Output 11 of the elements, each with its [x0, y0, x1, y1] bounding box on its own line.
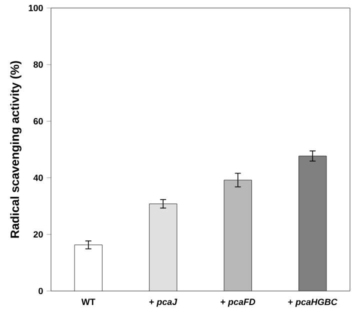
x-tick-label: WT: [81, 298, 96, 305]
x-tick-label: + pcaHGBC: [288, 298, 338, 307]
x-tick-label: + pcaJ: [149, 298, 178, 307]
y-tick-label: 20: [34, 231, 43, 238]
y-tick-label: 40: [33, 174, 43, 181]
y-axis-title: Radical scavenging activity (%): [10, 61, 22, 238]
y-tick-label: 60: [34, 118, 43, 124]
x-tick-label: + pcaFD: [220, 298, 256, 307]
y-tick-label: 80: [34, 61, 43, 68]
y-tick-label: 0: [38, 288, 43, 294]
y-tick-label: 100: [28, 4, 43, 12]
